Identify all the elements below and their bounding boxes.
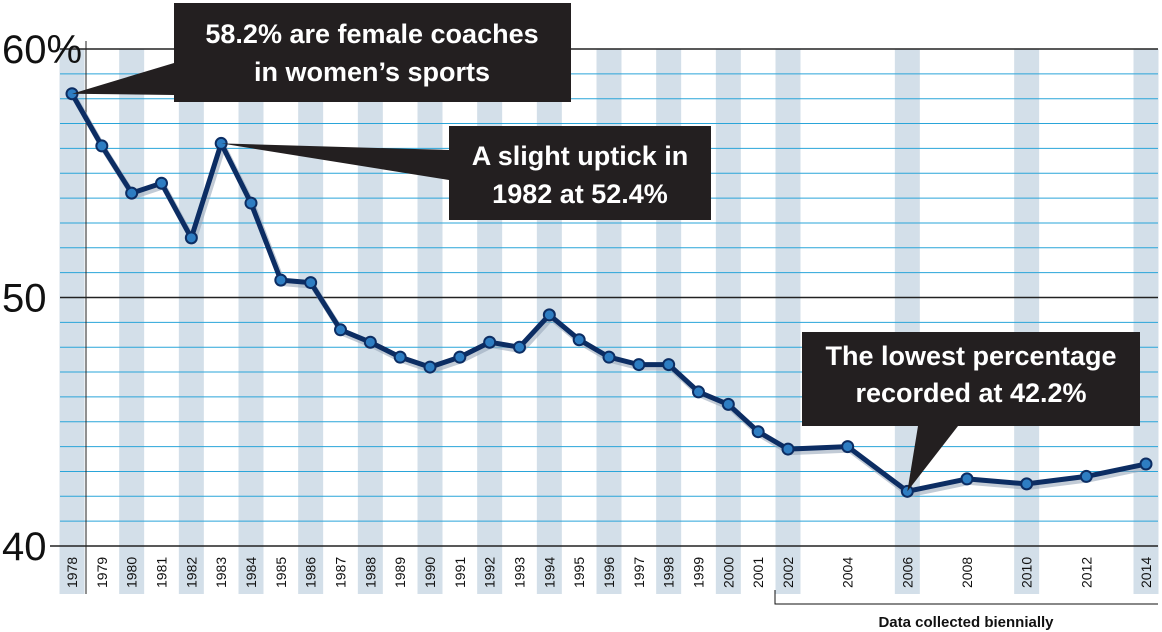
data-point — [184, 231, 198, 245]
x-tick-label: 2008 — [959, 557, 975, 588]
callout-text: A slight uptick in — [472, 141, 689, 171]
x-tick-label: 1993 — [512, 557, 528, 588]
callout-text: The lowest percentage — [825, 341, 1116, 371]
data-point — [602, 350, 616, 364]
x-tick-label: 1986 — [303, 557, 319, 588]
data-point — [1079, 469, 1093, 483]
data-point — [1020, 477, 1034, 491]
data-point — [841, 440, 855, 454]
x-tick-label: 1983 — [213, 557, 229, 588]
footnote-group: Data collected biennially — [774, 590, 1158, 631]
x-tick-label: 1980 — [124, 557, 140, 588]
x-tick-label: 2002 — [780, 557, 796, 588]
x-tick-label: 1978 — [64, 557, 80, 588]
x-tick-label: 1994 — [541, 557, 557, 588]
x-tick-label: 1984 — [243, 557, 259, 588]
x-tick-label: 2014 — [1138, 557, 1154, 588]
data-point — [751, 425, 765, 439]
y-tick-label: 50 — [2, 277, 47, 321]
year-band — [417, 49, 443, 594]
data-point — [513, 340, 526, 354]
data-point — [572, 333, 586, 347]
gridlines — [50, 41, 1158, 594]
x-tick-label: 2012 — [1078, 557, 1094, 588]
data-markers — [65, 87, 1153, 498]
x-tick-label: 2010 — [1019, 557, 1035, 588]
callout-pointer — [72, 63, 174, 95]
data-point — [423, 360, 437, 374]
year-band — [775, 49, 801, 594]
callout: 58.2% are female coaches in women’s sport… — [72, 3, 571, 102]
x-tick-label: 2001 — [750, 557, 766, 588]
x-tick-label: 2000 — [720, 557, 736, 588]
biennial-bracket — [774, 590, 1158, 605]
data-point — [125, 186, 139, 200]
data-point — [155, 176, 168, 190]
x-tick-label: 1989 — [392, 557, 408, 588]
callout-box — [174, 3, 571, 102]
callouts: 58.2% are female coaches in women’s sport… — [72, 3, 1140, 492]
x-tick-label: 1982 — [183, 557, 199, 588]
data-point — [453, 350, 467, 364]
data-point — [304, 276, 318, 290]
data-point — [542, 308, 556, 322]
x-tick-label: 1999 — [691, 557, 707, 588]
y-tick-label: 40 — [2, 525, 47, 569]
callout-text: in women’s sports — [254, 57, 490, 87]
year-band — [238, 49, 264, 594]
x-tick-label: 1992 — [482, 557, 498, 588]
data-point — [244, 196, 258, 210]
year-band — [1014, 49, 1040, 594]
data-point — [393, 350, 407, 364]
year-band — [894, 49, 920, 594]
callout-box — [802, 332, 1140, 426]
callout-box — [449, 126, 711, 220]
data-point — [632, 358, 646, 372]
year-band — [59, 49, 85, 594]
x-tick-label: 1995 — [571, 557, 587, 588]
data-point — [781, 442, 795, 456]
x-tick-label: 2004 — [840, 557, 856, 588]
data-point — [960, 472, 974, 486]
y-axis-ticks: 60% 50 40 — [2, 28, 82, 569]
x-tick-label: 1998 — [661, 557, 677, 588]
x-tick-label: 1979 — [94, 557, 110, 588]
x-tick-label: 1981 — [154, 557, 170, 588]
callout-pointer — [907, 426, 958, 492]
callout-pointer — [221, 143, 449, 180]
year-band — [298, 49, 324, 594]
x-tick-label: 1985 — [273, 557, 289, 588]
year-band — [1133, 49, 1159, 594]
year-band — [715, 49, 741, 594]
year-band — [119, 49, 145, 594]
y-tick-label: 60% — [2, 28, 82, 72]
callout-text: recorded at 42.2% — [855, 378, 1086, 408]
data-point — [662, 358, 676, 372]
x-tick-label: 1990 — [422, 557, 438, 588]
data-point — [363, 335, 377, 349]
data-point — [274, 273, 288, 287]
x-tick-label: 1991 — [452, 557, 468, 588]
x-tick-label: 1987 — [333, 557, 349, 588]
x-tick-label: 1996 — [601, 557, 617, 588]
callout: A slight uptick in 1982 at 52.4% — [221, 126, 711, 220]
data-point — [483, 335, 497, 349]
callout: The lowest percentage recorded at 42.2% — [802, 332, 1140, 492]
x-tick-label: 2006 — [899, 557, 915, 588]
x-axis-ticks: 1978 1979 1980 1981 1982 1983 1984 1985 1986 1987… — [64, 557, 1154, 588]
callout-text: 1982 at 52.4% — [492, 179, 668, 209]
x-tick-label: 1988 — [362, 557, 378, 588]
data-point — [721, 397, 735, 411]
data-point — [1139, 457, 1153, 471]
footnote-text: Data collected biennially — [878, 614, 1054, 631]
x-tick-label: 1997 — [631, 557, 647, 588]
data-point — [95, 139, 109, 153]
data-point — [334, 323, 347, 337]
year-band — [178, 49, 204, 594]
callout-text: 58.2% are female coaches — [205, 19, 538, 49]
data-point — [692, 385, 705, 399]
year-band — [357, 49, 383, 594]
